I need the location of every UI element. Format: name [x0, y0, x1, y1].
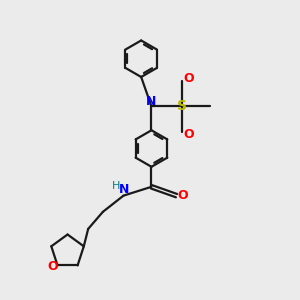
Text: O: O [184, 72, 194, 85]
Text: S: S [177, 99, 188, 113]
Text: O: O [178, 189, 188, 202]
Text: O: O [47, 260, 58, 273]
Text: O: O [184, 128, 194, 141]
Text: H: H [112, 181, 120, 191]
Text: N: N [119, 183, 129, 196]
Text: N: N [146, 94, 157, 108]
